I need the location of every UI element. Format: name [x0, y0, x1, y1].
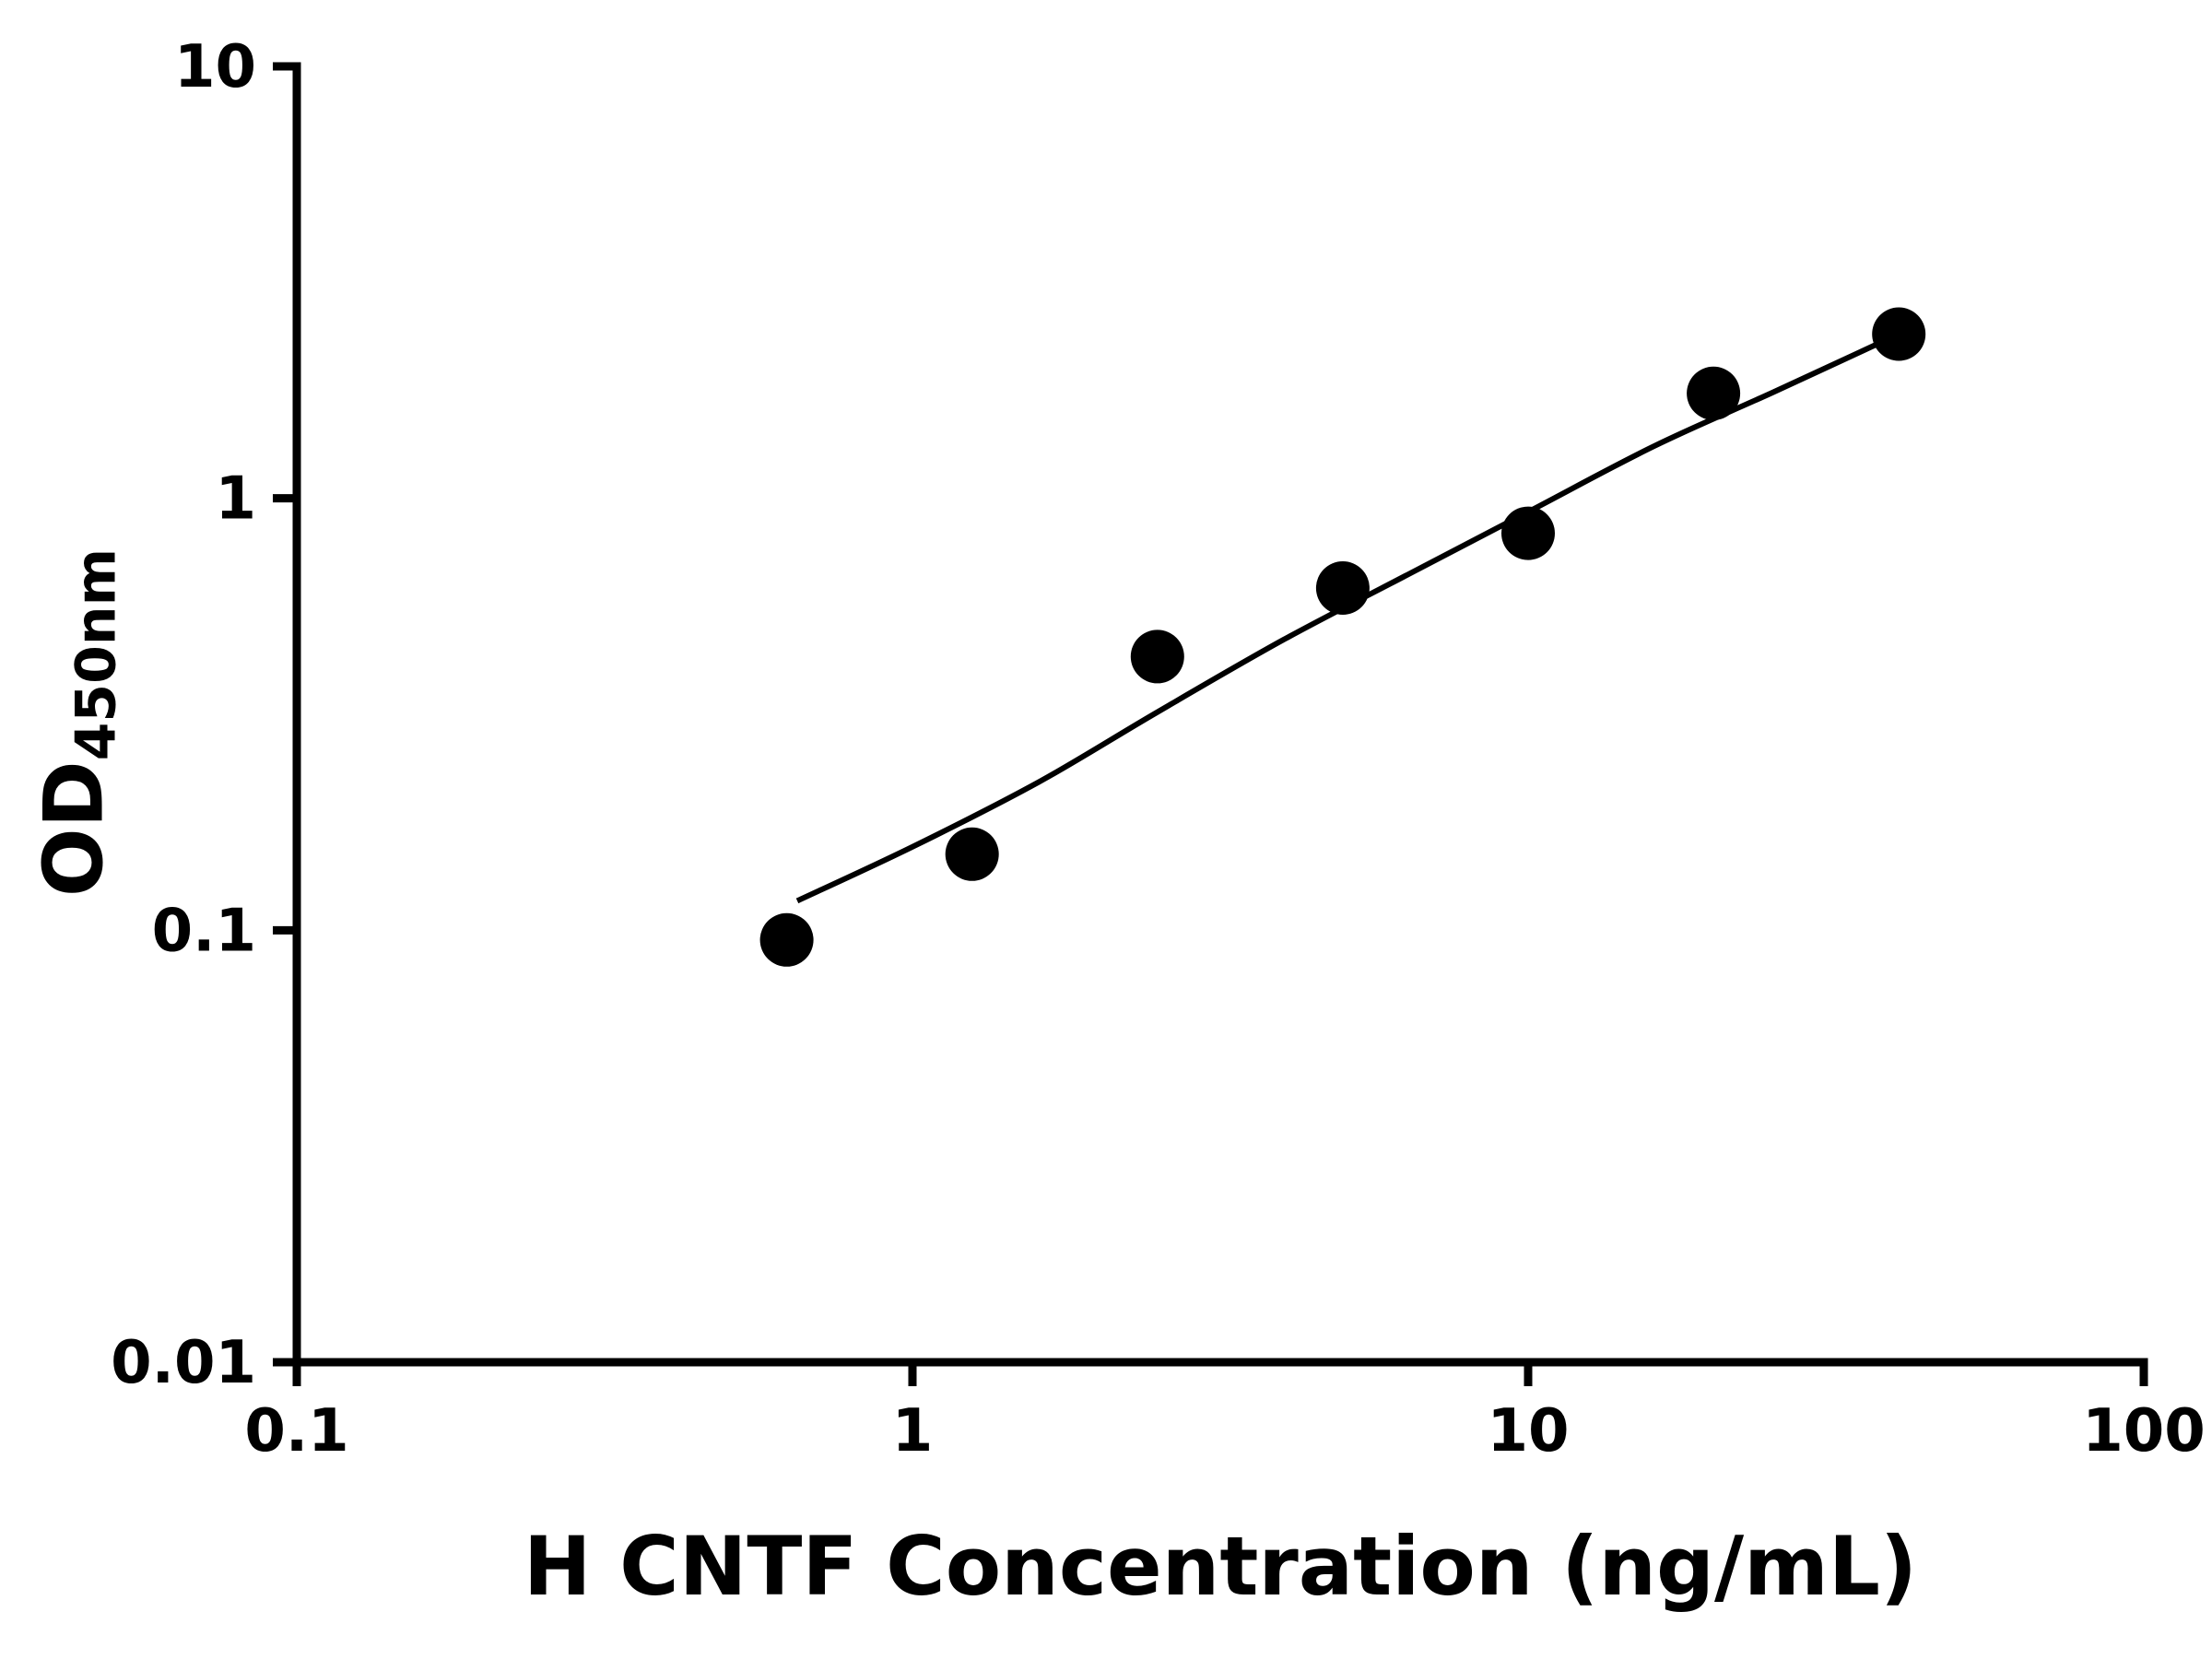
x-axis-title: H CNTF Concentration (ng/mL): [523, 1519, 1918, 1614]
y-tick-label: 1: [215, 465, 256, 534]
data-point: [1872, 307, 1926, 361]
y-tick-label: 0.1: [152, 897, 256, 965]
y-tick-label: 0.01: [111, 1329, 256, 1397]
data-point: [1130, 629, 1184, 684]
data-point: [759, 912, 814, 967]
x-tick-label: 10: [1487, 1397, 1569, 1465]
x-tick-label: 1: [892, 1397, 934, 1465]
x-tick-label: 100: [2082, 1397, 2206, 1465]
data-point: [1501, 506, 1555, 560]
data-point: [1687, 366, 1741, 420]
y-axis-title-subscript: 450nm: [64, 547, 129, 761]
y-axis-title: OD450nm: [27, 548, 129, 897]
data-point: [1315, 561, 1370, 615]
fit-curve: [795, 331, 1900, 904]
data-point: [945, 827, 999, 881]
x-tick-label: 0.1: [244, 1397, 348, 1465]
y-axis-title-main: OD: [26, 760, 122, 898]
y-tick-label: 10: [174, 33, 256, 101]
axes-spine: [292, 62, 2148, 1367]
